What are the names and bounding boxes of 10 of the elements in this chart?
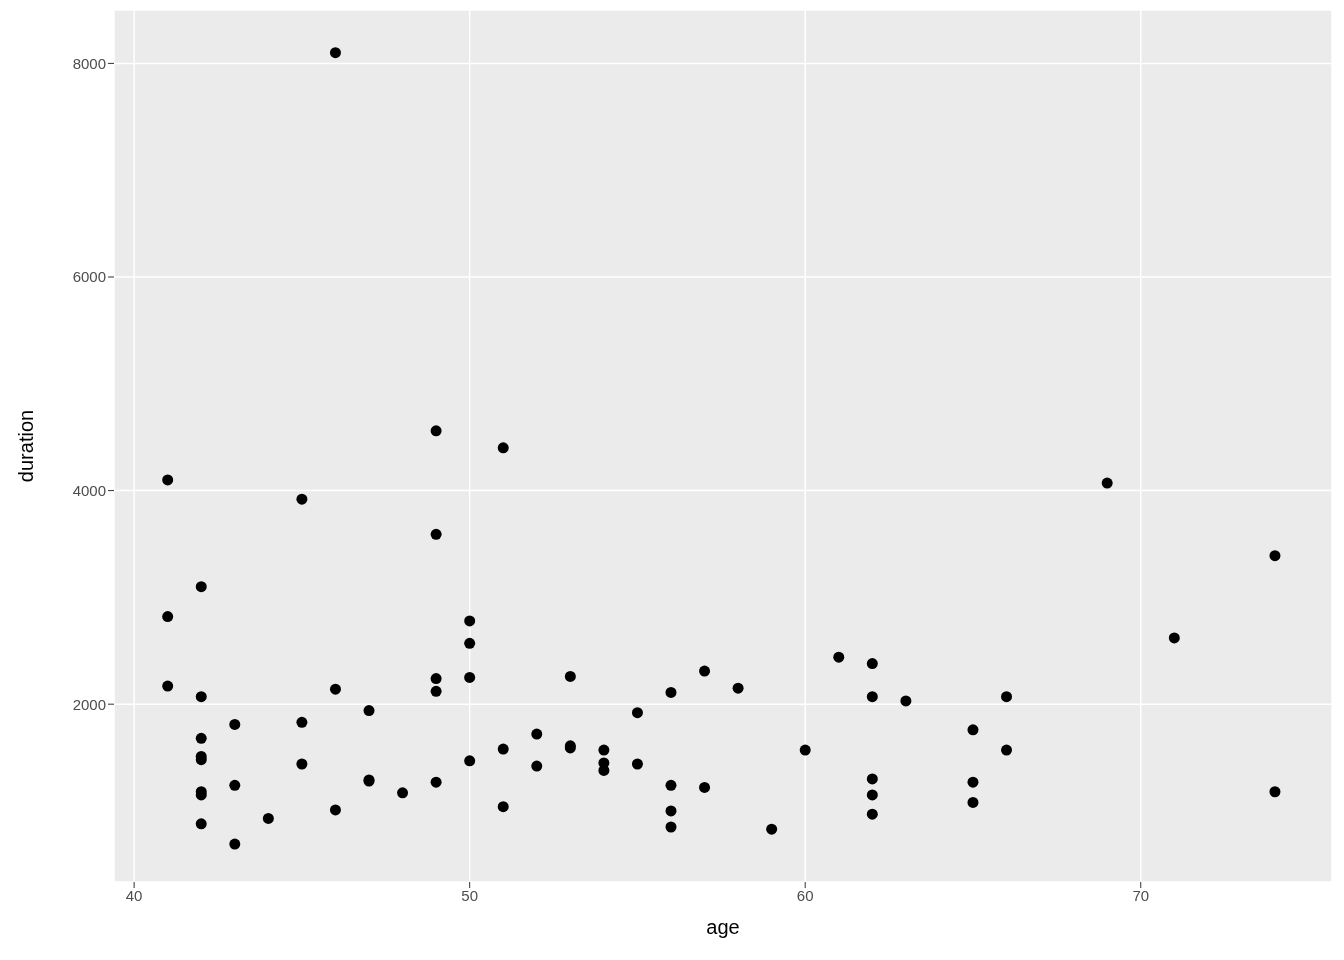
y-tick-label: 6000 xyxy=(72,268,106,286)
y-tick-label: 8000 xyxy=(72,54,106,72)
x-tick-label: 50 xyxy=(461,886,479,904)
x-tick-label: 70 xyxy=(1132,886,1150,904)
y-axis-title: duration xyxy=(15,409,38,483)
y-tick-label: 2000 xyxy=(72,695,106,713)
x-tick-label: 40 xyxy=(125,886,143,904)
y-tick-label: 4000 xyxy=(72,481,106,499)
x-tick-label: 60 xyxy=(796,886,814,904)
x-axis-title: age xyxy=(706,916,740,938)
